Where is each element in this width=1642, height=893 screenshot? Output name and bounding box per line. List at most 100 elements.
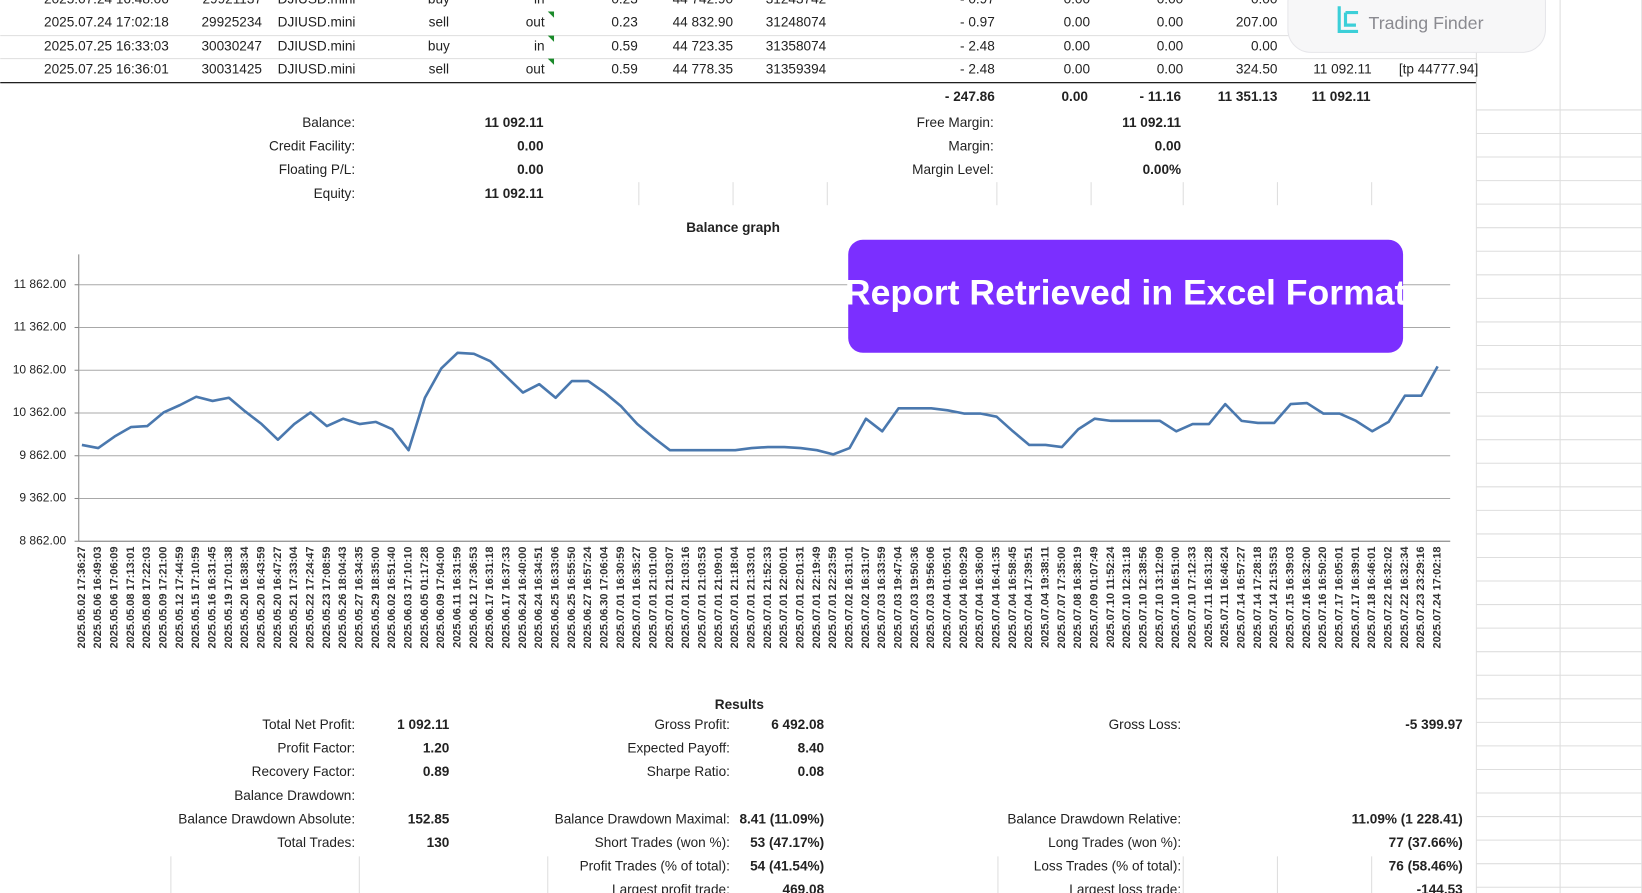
table-cell: in <box>534 39 545 54</box>
field-value: 11 092.11 <box>1122 115 1181 130</box>
field-label: Gross Profit: <box>654 717 730 732</box>
table-cell: DJIUSD.mini <box>278 62 356 77</box>
x-tick-label: 2025.07.01 21:52:33 <box>762 546 774 648</box>
x-tick-label: 2025.05.09 17:21:00 <box>157 546 169 648</box>
x-tick-label: 2025.07.10 16:51:00 <box>1170 546 1182 648</box>
table-cell: 0.00 <box>1157 15 1184 30</box>
x-tick-label: 2025.07.03 19:50:36 <box>909 546 921 648</box>
x-tick-label: 2025.07.03 16:33:59 <box>876 546 888 648</box>
field-value: -144.53 <box>1417 882 1464 893</box>
table-cell: 44 778.35 <box>673 62 733 77</box>
x-tick-label: 2025.07.24 17:02:18 <box>1432 546 1444 648</box>
field-value: 11 092.11 <box>485 186 544 201</box>
x-tick-label: 2025.07.10 12:31:18 <box>1121 546 1133 648</box>
x-tick-label: 2025.07.17 16:39:01 <box>1350 546 1362 648</box>
table-cell: 31243742 <box>766 0 826 7</box>
field-value: 77 (37.66%) <box>1389 835 1463 850</box>
x-tick-label: 2025.07.14 17:28:18 <box>1252 546 1264 648</box>
field-label: Balance: <box>302 115 355 130</box>
table-cell: 0.00 <box>1064 0 1091 7</box>
field-label: Credit Facility: <box>269 139 355 154</box>
watermark-logo <box>1337 6 1359 33</box>
table-cell: out <box>526 15 545 30</box>
field-label: Balance Drawdown: <box>234 788 355 803</box>
table-cell: 2025.07.25 16:33:03 <box>44 39 169 54</box>
total-cell: 11 351.13 <box>1218 89 1278 104</box>
x-tick-label: 2025.07.22 16:32:02 <box>1383 546 1395 648</box>
table-cell: - 0.97 <box>960 15 995 30</box>
x-tick-label: 2025.07.01 22:19:49 <box>811 546 823 648</box>
table-cell: - 0.97 <box>960 0 995 7</box>
x-tick-label: 2025.06.24 16:34:51 <box>533 546 545 648</box>
x-tick-label: 2025.07.10 17:12:33 <box>1187 546 1199 648</box>
x-tick-label: 2025.05.02 17:36:27 <box>76 546 88 648</box>
x-tick-label: 2025.07.02 16:31:01 <box>844 546 856 648</box>
x-tick-label: 2025.07.01 22:00:01 <box>778 546 790 648</box>
x-tick-label: 2025.07.02 16:31:07 <box>860 546 872 648</box>
table-cell: 324.50 <box>1236 62 1278 77</box>
x-tick-label: 2025.05.27 16:34:35 <box>353 546 365 648</box>
table-cell: 29925234 <box>201 15 262 30</box>
table-cell: buy <box>428 39 450 54</box>
table-cell: 0.59 <box>611 62 637 77</box>
table-cell: 2025.07.24 16:48:06 <box>44 0 169 7</box>
x-tick-label: 2025.05.19 17:01:38 <box>223 546 235 648</box>
x-tick-label: 2025.07.01 21:01:00 <box>647 546 659 648</box>
x-tick-label: 2025.07.14 21:53:53 <box>1268 546 1280 648</box>
field-label: Expected Payoff: <box>627 741 730 756</box>
field-label: Floating P/L: <box>279 162 355 177</box>
x-tick-label: 2025.06.24 16:40:00 <box>517 546 529 648</box>
y-tick-label: 10 362.00 <box>13 405 67 419</box>
field-value: 1.20 <box>423 741 449 756</box>
table-cell: in <box>534 0 545 7</box>
x-tick-label: 2025.07.01 21:03:07 <box>664 546 676 648</box>
field-value: 6 492.08 <box>771 717 824 732</box>
x-tick-label: 2025.05.15 17:10:59 <box>190 546 202 648</box>
x-tick-label: 2025.05.23 17:08:59 <box>321 546 333 648</box>
x-tick-label: 2025.07.04 16:36:00 <box>974 546 986 648</box>
y-tick-label: 11 862.00 <box>14 277 67 291</box>
table-cell: 2025.07.24 17:02:18 <box>44 15 169 30</box>
field-label: Profit Factor: <box>277 741 355 756</box>
x-tick-label: 2025.05.20 16:47:27 <box>272 546 284 648</box>
x-tick-label: 2025.06.03 17:10:10 <box>402 546 414 648</box>
field-label: Profit Trades (% of total): <box>580 858 730 873</box>
cell-flag <box>547 58 555 65</box>
table-cell: DJIUSD.mini <box>278 0 356 7</box>
field-value: 152.85 <box>408 811 450 826</box>
table-cell: out <box>526 62 545 77</box>
table-cell: 0.00 <box>1157 39 1184 54</box>
field-label: Equity: <box>314 186 356 201</box>
x-tick-label: 2025.07.04 16:41:35 <box>991 546 1003 648</box>
x-tick-label: 2025.06.12 17:36:53 <box>468 546 480 648</box>
x-tick-label: 2025.07.11 16:46:24 <box>1219 546 1231 648</box>
table-cell: 2025.07.25 16:36:01 <box>44 62 169 77</box>
field-label: Balance Drawdown Absolute: <box>178 811 355 826</box>
table-cell: 31248074 <box>766 15 827 30</box>
field-label: Balance Drawdown Maximal: <box>555 811 730 826</box>
table-cell: sell <box>429 15 449 30</box>
table-cell: 0.00 <box>1251 0 1278 7</box>
x-tick-label: 2025.07.04 16:58:45 <box>1007 546 1019 648</box>
cell-flag <box>547 11 555 18</box>
x-tick-label: 2025.05.08 17:22:03 <box>141 546 153 648</box>
table-cell: 30030247 <box>201 39 261 54</box>
x-tick-label: 2025.07.07 17:35:00 <box>1056 546 1068 648</box>
x-tick-label: 2025.07.04 01:05:01 <box>942 546 954 648</box>
y-tick-label: 8 862.00 <box>19 533 66 547</box>
table-cell: 0.00 <box>1064 15 1091 30</box>
watermark-text: Trading Finder <box>1369 13 1484 33</box>
table-cell: - 2.48 <box>960 62 995 77</box>
x-tick-label: 2025.06.02 16:51:40 <box>386 546 398 648</box>
y-tick-label: 9 862.00 <box>19 448 66 462</box>
field-value: 53 (47.17%) <box>750 835 824 850</box>
x-tick-label: 2025.05.29 18:35:00 <box>370 546 382 648</box>
x-tick-label: 2025.06.30 17:06:04 <box>598 546 610 649</box>
x-tick-label: 2025.05.06 17:06:09 <box>108 546 120 648</box>
field-label: Free Margin: <box>917 115 994 130</box>
x-tick-label: 2025.07.10 11:52:24 <box>1105 546 1117 648</box>
table-cell: 0.00 <box>1157 62 1184 77</box>
x-tick-label: 2025.07.01 16:35:27 <box>631 546 643 648</box>
